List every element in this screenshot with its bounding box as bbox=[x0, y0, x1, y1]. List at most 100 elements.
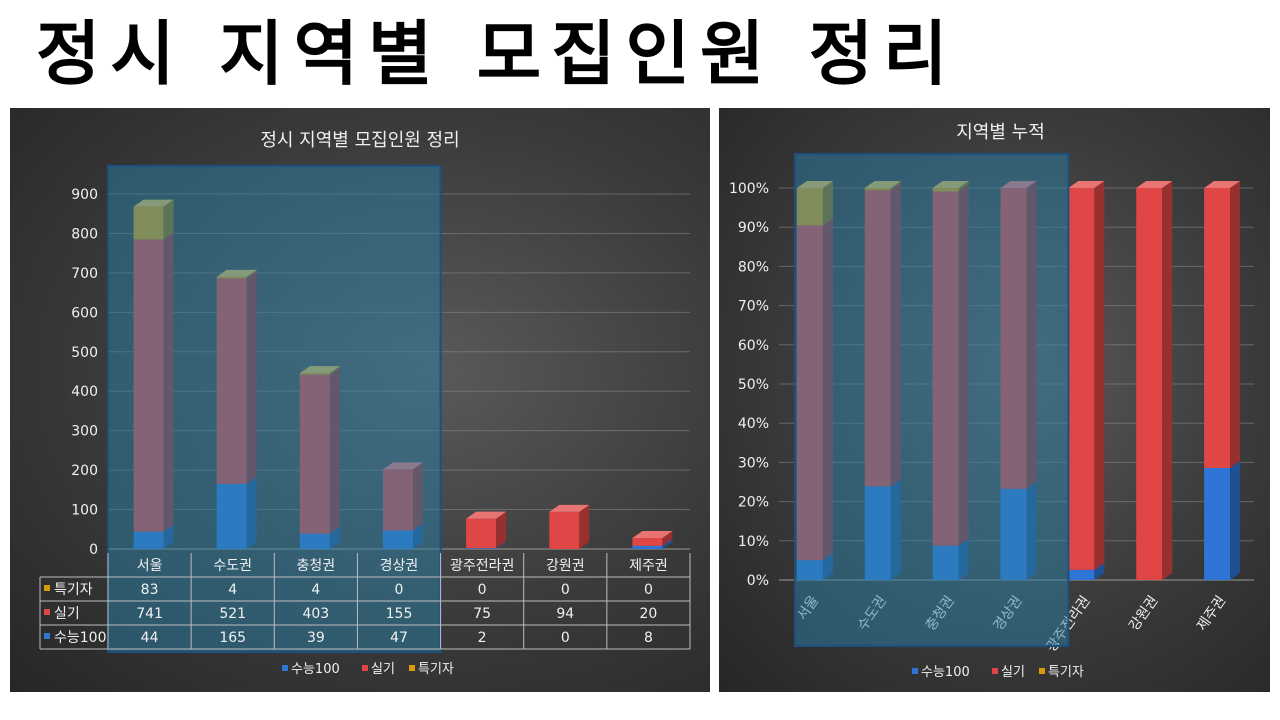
bar-실기-5 bbox=[549, 504, 590, 549]
table-cell: 0 bbox=[395, 582, 404, 598]
legend-key-실기 bbox=[992, 668, 998, 674]
bar-top-cap bbox=[1204, 181, 1241, 188]
x-tick-label: 강원권 bbox=[1126, 593, 1161, 634]
bar-실기-4-front bbox=[466, 518, 497, 549]
table-header-cell: 수도권 bbox=[213, 558, 252, 574]
y-tick-label: 800 bbox=[71, 226, 98, 242]
legend-label: 수능100 bbox=[921, 665, 970, 680]
y-tick-label: 70% bbox=[738, 299, 769, 315]
bar-수능100-4 bbox=[466, 541, 507, 549]
y-tick-label: 200 bbox=[71, 463, 98, 479]
pct-bar-수능100-4 bbox=[1068, 562, 1105, 580]
table-header-cell: 강원권 bbox=[546, 558, 585, 574]
chart-title: 지역별 누적 bbox=[956, 122, 1045, 143]
y-tick-label: 300 bbox=[71, 424, 98, 440]
bar-top-cap bbox=[466, 511, 507, 519]
legend-key-수능100 bbox=[282, 665, 288, 671]
legend-label: 실기 bbox=[1001, 665, 1025, 680]
bar-수능100-6 bbox=[632, 538, 673, 549]
pct-bar-수능100-6 bbox=[1204, 461, 1241, 580]
stacked-bar-chart-panel: 정시 지역별 모집인원 정리 0 100 200 300 400 500 600 700 800 9… bbox=[10, 108, 710, 692]
y-tick-label: 100 bbox=[71, 503, 98, 519]
table-cell: 39 bbox=[307, 630, 325, 646]
bar-top-cap bbox=[549, 504, 590, 512]
table-header-cell: 광주전라권 bbox=[450, 558, 514, 574]
table-cell: 20 bbox=[640, 606, 658, 622]
table-row-label: 수능100 bbox=[54, 630, 106, 646]
page-title: 정시 지역별 모집인원 정리 bbox=[36, 13, 958, 95]
bar-실기-5-front bbox=[549, 511, 580, 549]
pct-bar-수능100-6-front bbox=[1204, 468, 1231, 580]
y-tick-label: 40% bbox=[738, 416, 769, 432]
table-cell: 155 bbox=[386, 606, 413, 622]
pct-bar-실기-5-side bbox=[1162, 181, 1173, 580]
bar-top-cap bbox=[632, 530, 673, 538]
table-cell: 44 bbox=[141, 630, 159, 646]
y-tick-label: 0% bbox=[747, 573, 769, 589]
table-cell: 83 bbox=[141, 582, 159, 598]
bar-수능100-6-front bbox=[632, 545, 663, 549]
table-legend-key bbox=[44, 633, 50, 639]
percent-stacked-chart-panel: 지역별 누적0%10%20%30%40%50%60%70%80%90%100%서… bbox=[719, 108, 1270, 692]
legend-label: 특기자 bbox=[418, 662, 454, 677]
y-tick-label: 50% bbox=[738, 377, 769, 393]
y-tick-label: 700 bbox=[71, 266, 98, 282]
y-tick-label: 600 bbox=[71, 305, 98, 321]
y-tick-label: 400 bbox=[71, 384, 98, 400]
pct-bar-실기-5 bbox=[1136, 181, 1173, 580]
table-header-cell: 제주권 bbox=[629, 558, 668, 574]
y-tick-label: 0 bbox=[89, 542, 98, 558]
table-cell: 8 bbox=[644, 630, 653, 646]
table-header-cell: 충청권 bbox=[297, 558, 336, 574]
bar-실기-6-side bbox=[662, 530, 673, 546]
pct-bar-실기-6-front bbox=[1204, 188, 1231, 468]
y-tick-label: 60% bbox=[738, 338, 769, 354]
bar-top-cap bbox=[1068, 181, 1105, 188]
legend-label: 수능100 bbox=[291, 662, 340, 677]
highlight-box bbox=[794, 153, 1070, 647]
pct-bar-실기-4-side bbox=[1094, 181, 1105, 570]
y-tick-label: 900 bbox=[71, 187, 98, 203]
y-tick-label: 30% bbox=[738, 455, 769, 471]
chart-title: 정시 지역별 모집인원 정리 bbox=[260, 130, 459, 151]
bar-수능100-4-side bbox=[496, 541, 507, 549]
pct-bar-실기-4-front bbox=[1068, 188, 1095, 570]
table-cell: 0 bbox=[561, 630, 570, 646]
legend-key-특기자 bbox=[1039, 668, 1045, 674]
table-cell: 741 bbox=[136, 606, 163, 622]
legend-label: 실기 bbox=[371, 662, 395, 677]
x-tick-label: 제주권 bbox=[1194, 593, 1229, 634]
table-cell: 0 bbox=[478, 582, 487, 598]
table-cell: 4 bbox=[311, 582, 320, 598]
table-cell: 403 bbox=[302, 606, 329, 622]
pct-bar-실기-6 bbox=[1204, 181, 1241, 468]
pct-bar-실기-5-front bbox=[1136, 188, 1163, 580]
legend-key-실기 bbox=[362, 665, 368, 671]
y-tick-label: 10% bbox=[738, 534, 769, 550]
table-cell: 94 bbox=[556, 606, 574, 622]
y-tick-label: 20% bbox=[738, 495, 769, 511]
legend-key-특기자 bbox=[409, 665, 415, 671]
y-tick-label: 90% bbox=[738, 220, 769, 236]
table-row-label: 특기자 bbox=[54, 582, 93, 598]
bar-실기-6 bbox=[632, 530, 673, 546]
table-header-cell: 경상권 bbox=[380, 558, 419, 574]
table-legend-key bbox=[44, 609, 50, 615]
bar-top-cap bbox=[1136, 181, 1173, 188]
table-cell: 75 bbox=[473, 606, 491, 622]
bar-실기-5-side bbox=[579, 504, 590, 549]
table-cell: 4 bbox=[228, 582, 237, 598]
y-tick-label: 100% bbox=[729, 181, 769, 197]
table-header-cell: 서울 bbox=[137, 558, 163, 574]
table-cell: 165 bbox=[219, 630, 246, 646]
pct-bar-수능100-6-side bbox=[1230, 461, 1241, 580]
pct-bar-수능100-4-front bbox=[1068, 569, 1095, 580]
table-cell: 47 bbox=[390, 630, 408, 646]
table-cell: 521 bbox=[219, 606, 246, 622]
percent-stacked-chart: 지역별 누적0%10%20%30%40%50%60%70%80%90%100%서… bbox=[729, 122, 1254, 680]
y-tick-label: 500 bbox=[71, 345, 98, 361]
table-row-label: 실기 bbox=[54, 606, 80, 622]
bar-실기-4-side bbox=[496, 511, 507, 549]
legend-key-수능100 bbox=[912, 668, 918, 674]
bar-수능100-4-front bbox=[466, 548, 497, 549]
